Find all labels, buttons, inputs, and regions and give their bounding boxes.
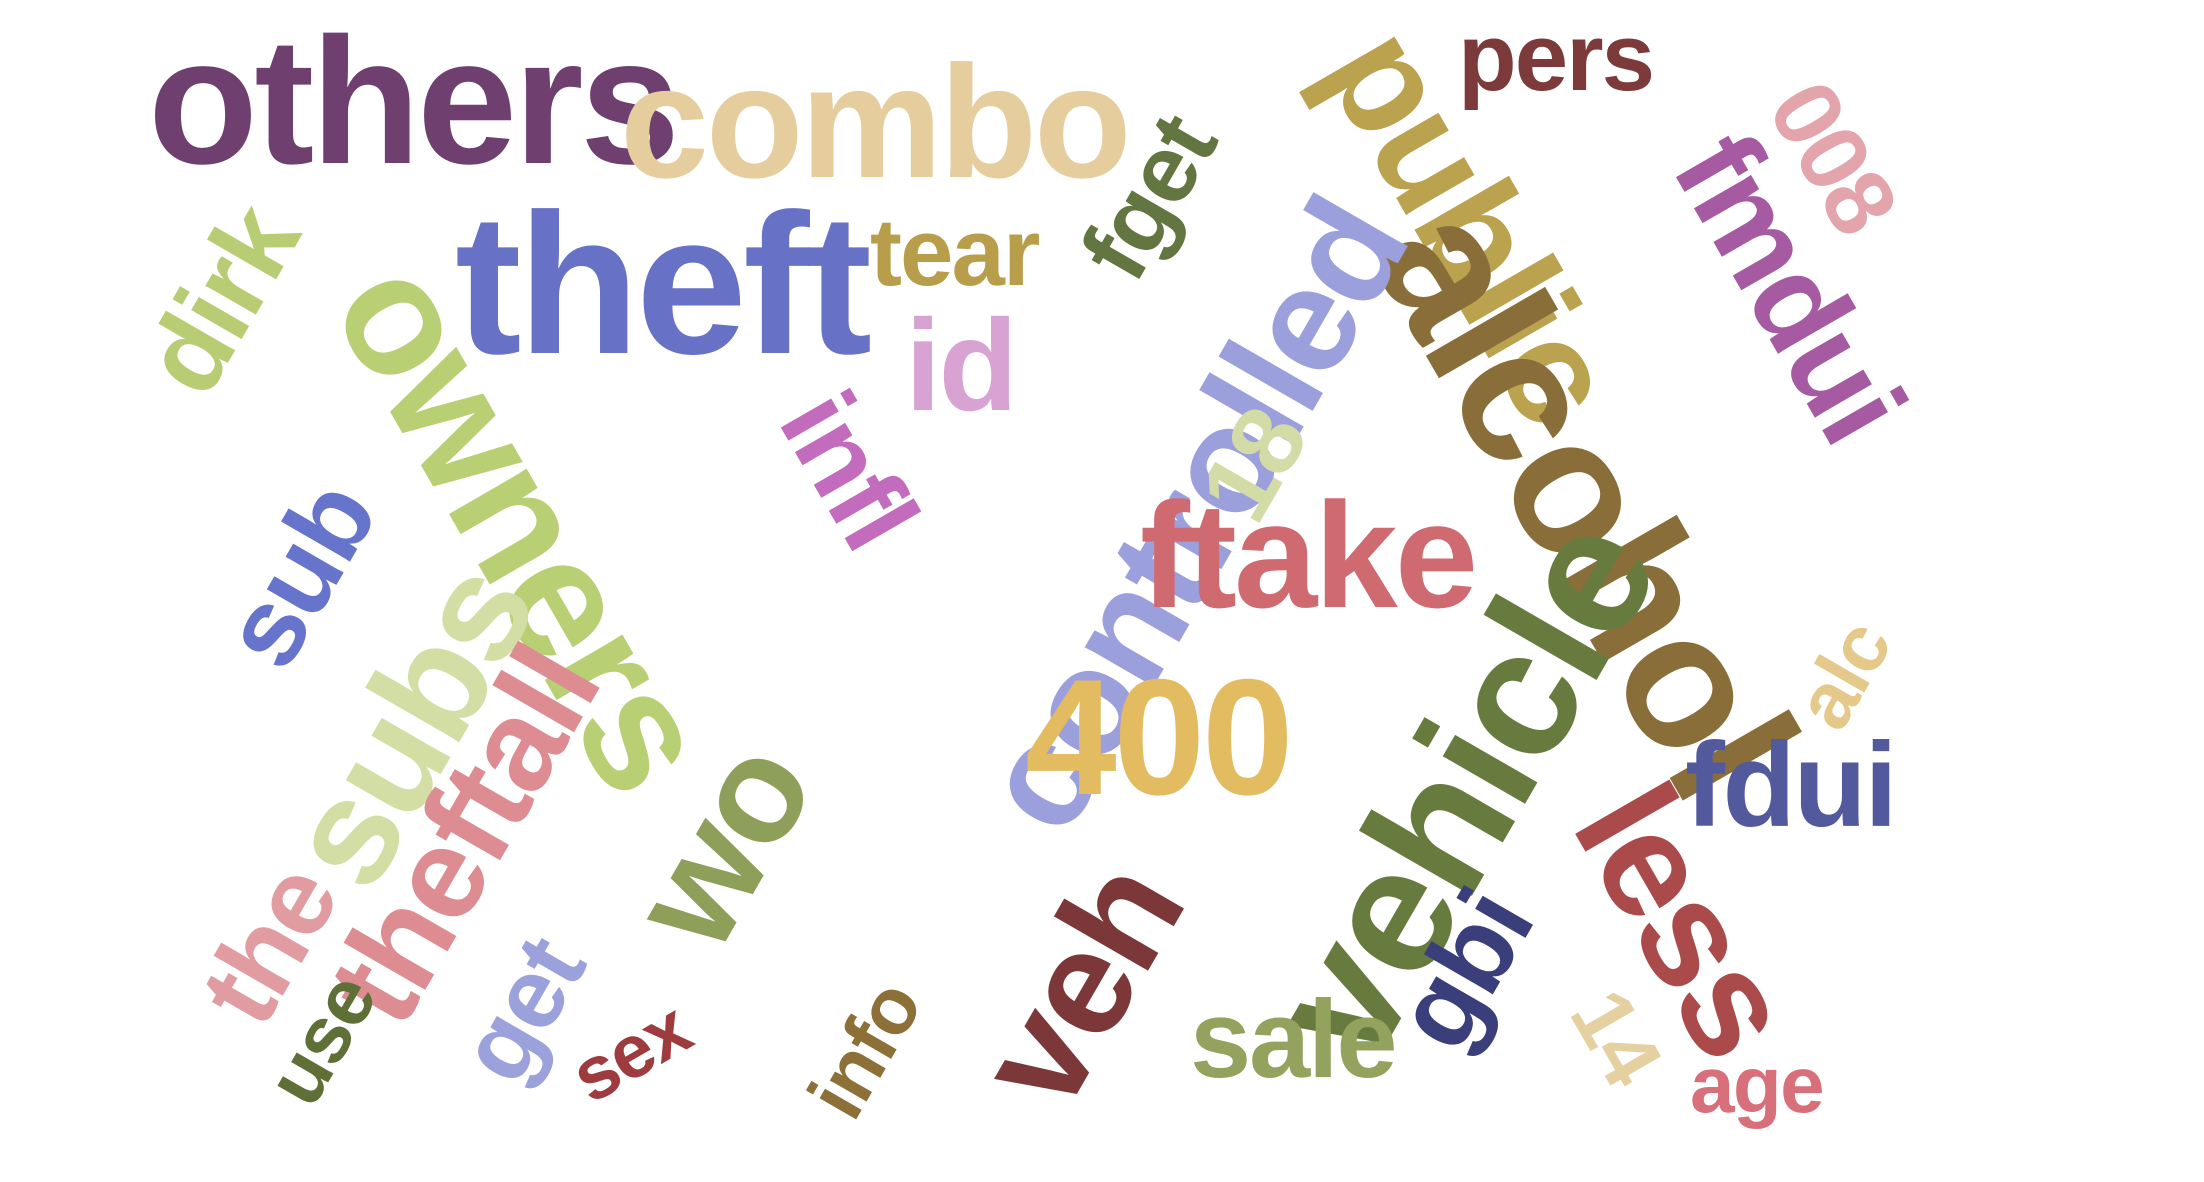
word-tear: tear: [870, 199, 1040, 306]
word-400: 400: [1025, 645, 1294, 829]
word-sale: sale: [1190, 978, 1398, 1101]
word-fdui: fdui: [1685, 718, 1898, 852]
word-age: age: [1690, 1040, 1825, 1129]
word-dirk: dirk: [119, 185, 323, 415]
word-theft: theft: [455, 173, 872, 396]
word-info: info: [791, 966, 939, 1133]
word-combo: combo: [620, 32, 1132, 211]
word-id: id: [905, 292, 1018, 438]
word-ftake: ftake: [1140, 471, 1478, 639]
word-pers: pers: [1458, 4, 1655, 111]
word-others: others: [148, 1, 680, 202]
word-veh: veh: [944, 834, 1215, 1136]
